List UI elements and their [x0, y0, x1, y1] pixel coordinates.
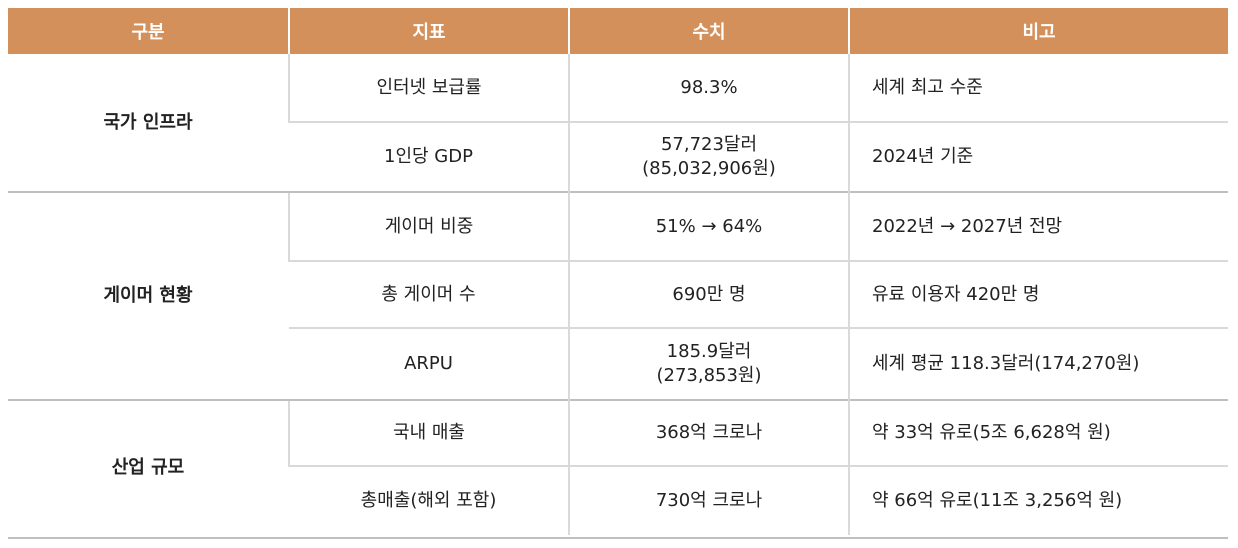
data-table-container: 구분 지표 수치 비고 국가 인프라 인터넷 보급률 98.3% 세계 최고 수…	[8, 8, 1228, 535]
indicator-cell: 총 게이머 수	[289, 260, 569, 328]
category-cell: 게이머 현황	[8, 191, 289, 400]
value-cell: 368억 크로나	[568, 399, 849, 466]
value-cell: 690만 명	[568, 260, 849, 328]
header-value: 수치	[568, 8, 849, 54]
note-cell: 세계 평균 118.3달러(174,270원)	[848, 327, 1228, 400]
table-row: 1인당 GDP 57,723달러 (85,032,906원) 2024년 기준	[8, 121, 1228, 192]
value-cell: 98.3%	[568, 54, 849, 122]
category-cell: 산업 규모	[8, 399, 289, 535]
indicator-cell: 1인당 GDP	[289, 121, 569, 192]
table-row: 게이머 현황 게이머 비중 51% → 64% 2022년 → 2027년 전망	[8, 191, 1228, 400]
indicator-cell: ARPU	[289, 327, 569, 400]
indicator-cell: 국내 매출	[288, 399, 569, 466]
note-cell: 2022년 → 2027년 전망	[848, 191, 1228, 261]
table-header: 구분 지표 수치 비고	[8, 8, 1228, 54]
value-line: (273,853원)	[656, 365, 762, 386]
category-cell: 국가 인프라	[103, 111, 193, 133]
value-line: 57,723달러	[660, 134, 758, 155]
header-note: 비고	[848, 8, 1228, 54]
data-table: 구분 지표 수치 비고 국가 인프라 인터넷 보급률 98.3% 세계 최고 수…	[8, 8, 1228, 535]
note-cell: 약 66억 유로(11조 3,256억 원)	[848, 465, 1228, 535]
note-cell: 유료 이용자 420만 명	[848, 260, 1228, 328]
indicator-cell: 총매출(해외 포함)	[289, 465, 569, 535]
table-row: 총 게이머 수 690만 명 유료 이용자 420만 명	[8, 260, 1228, 328]
value-cell: 57,723달러 (85,032,906원)	[568, 121, 849, 192]
table-row: 국가 인프라 인터넷 보급률 98.3% 세계 최고 수준	[8, 54, 1228, 133]
header-category: 구분	[8, 8, 289, 54]
indicator-cell: 인터넷 보급률	[288, 54, 569, 122]
header-indicator: 지표	[288, 8, 569, 54]
value-line: (85,032,906원)	[642, 158, 776, 179]
note-cell: 세계 최고 수준	[848, 54, 1228, 122]
table-row: ARPU 185.9달러 (273,853원) 세계 평균 118.3달러(17…	[8, 327, 1228, 400]
note-cell: 2024년 기준	[848, 121, 1228, 192]
table-row: 산업 규모 국내 매출 368억 크로나 약 33억 유로(5조 6,628억 …	[8, 399, 1228, 535]
table-body: 국가 인프라 인터넷 보급률 98.3% 세계 최고 수준 1인당 GDP 57…	[8, 54, 1228, 535]
table-row: 총매출(해외 포함) 730억 크로나 약 66억 유로(11조 3,256억 …	[8, 465, 1228, 535]
value-line: 51% → 64%	[655, 215, 763, 237]
note-cell: 약 33억 유로(5조 6,628억 원)	[848, 399, 1228, 466]
header-row: 구분 지표 수치 비고	[8, 8, 1228, 54]
value-cell: 185.9달러 (273,853원)	[568, 327, 849, 400]
value-line: 690만 명	[672, 283, 746, 305]
value-line: 730억 크로나	[655, 490, 763, 511]
value-line: 98.3%	[680, 76, 738, 98]
table-bottom-border	[8, 537, 1228, 539]
value-cell: 51% → 64%	[568, 191, 849, 261]
value-cell: 730억 크로나	[568, 465, 849, 535]
value-line: 185.9달러	[666, 341, 752, 362]
value-line: 368억 크로나	[655, 422, 763, 443]
indicator-cell: 게이머 비중	[288, 191, 569, 261]
